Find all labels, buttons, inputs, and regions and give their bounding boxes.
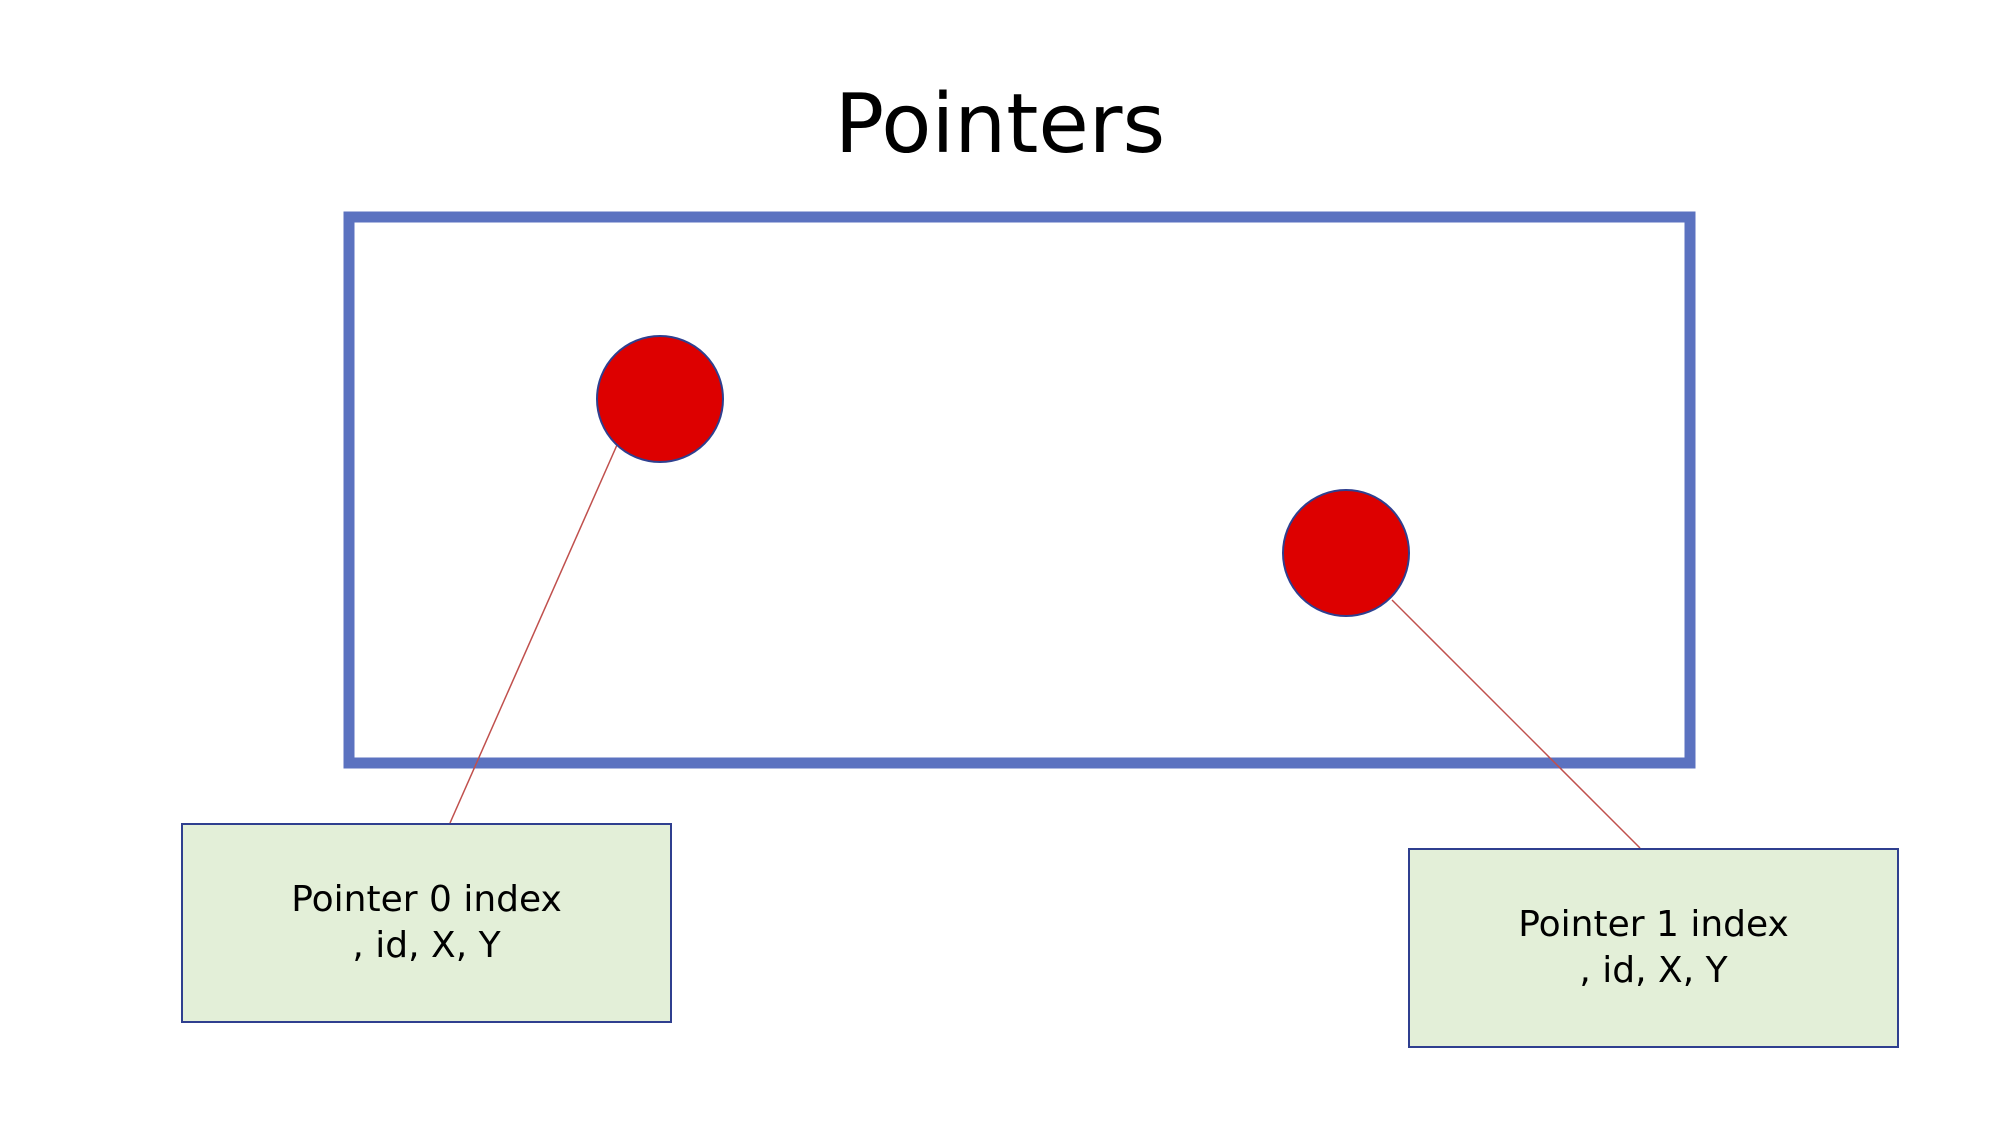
pointer-1-dot[interactable] — [1282, 489, 1410, 617]
pointer-1-label-box: Pointer 1 index , id, X, Y — [1408, 848, 1899, 1048]
pointer-0-label-line2: , id, X, Y — [352, 925, 501, 966]
leader-line-pointer-0 — [449, 444, 618, 824]
leader-line-pointer-1 — [1391, 599, 1641, 849]
pointer-1-label-line2: , id, X, Y — [1579, 950, 1728, 991]
pointer-0-label-box: Pointer 0 index , id, X, Y — [181, 823, 672, 1023]
pointer-0-dot[interactable] — [596, 335, 724, 463]
pointer-0-label-line1: Pointer 0 index — [291, 879, 562, 920]
touch-area-frame — [343, 211, 1696, 769]
pointer-1-label-line1: Pointer 1 index — [1518, 904, 1789, 945]
page-title: Pointers — [834, 77, 1166, 172]
